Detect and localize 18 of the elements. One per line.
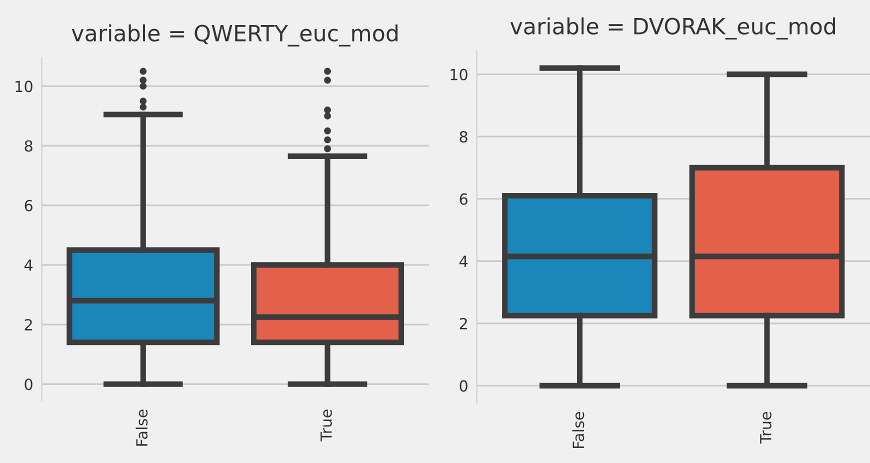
y-tick-label: 0 xyxy=(460,380,468,392)
chart-title: variable = DVORAK_euc_mod xyxy=(510,17,836,40)
x-tick-label: False xyxy=(136,410,148,446)
y-tick-label: 8 xyxy=(460,131,468,143)
y-tick-label: 0 xyxy=(24,378,32,390)
y-tick-label: 6 xyxy=(460,193,468,205)
y-tick-label: 2 xyxy=(24,318,32,330)
y-tick-label: 10 xyxy=(450,68,468,80)
y-tick-label: 6 xyxy=(24,200,32,212)
y-tick-label: 8 xyxy=(24,140,32,152)
y-tick-label: 10 xyxy=(16,80,32,92)
x-tick-label: False xyxy=(572,412,584,448)
x-tick-label: True xyxy=(320,410,332,442)
y-tick-label: 4 xyxy=(459,256,468,267)
y-tick-label: 2 xyxy=(460,318,467,330)
x-tick-label: True xyxy=(760,412,772,444)
chart-title: variable = QWERTY_euc_mod xyxy=(72,24,398,46)
y-tick-label: 4 xyxy=(24,260,33,271)
